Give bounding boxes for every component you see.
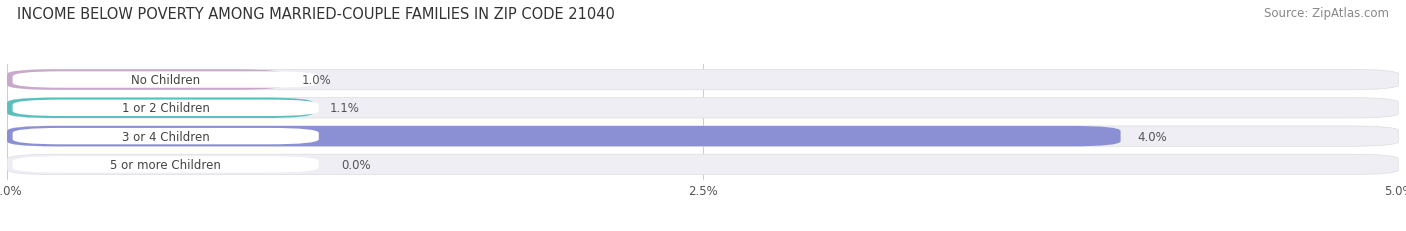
Text: No Children: No Children [131, 74, 200, 87]
Text: 1.1%: 1.1% [330, 102, 360, 115]
FancyBboxPatch shape [7, 98, 1399, 119]
Text: 5 or more Children: 5 or more Children [110, 158, 221, 171]
Text: INCOME BELOW POVERTY AMONG MARRIED-COUPLE FAMILIES IN ZIP CODE 21040: INCOME BELOW POVERTY AMONG MARRIED-COUPL… [17, 7, 614, 22]
Text: 1 or 2 Children: 1 or 2 Children [122, 102, 209, 115]
FancyBboxPatch shape [7, 126, 1399, 147]
FancyBboxPatch shape [7, 70, 285, 90]
FancyBboxPatch shape [13, 128, 319, 145]
FancyBboxPatch shape [7, 126, 1121, 147]
Text: 1.0%: 1.0% [302, 74, 332, 87]
FancyBboxPatch shape [7, 70, 1399, 90]
Text: 4.0%: 4.0% [1137, 130, 1167, 143]
Text: 3 or 4 Children: 3 or 4 Children [122, 130, 209, 143]
Text: 0.0%: 0.0% [342, 158, 371, 171]
FancyBboxPatch shape [7, 98, 314, 119]
FancyBboxPatch shape [13, 72, 319, 88]
Text: Source: ZipAtlas.com: Source: ZipAtlas.com [1264, 7, 1389, 20]
FancyBboxPatch shape [7, 155, 1399, 175]
FancyBboxPatch shape [13, 100, 319, 116]
FancyBboxPatch shape [13, 157, 319, 173]
